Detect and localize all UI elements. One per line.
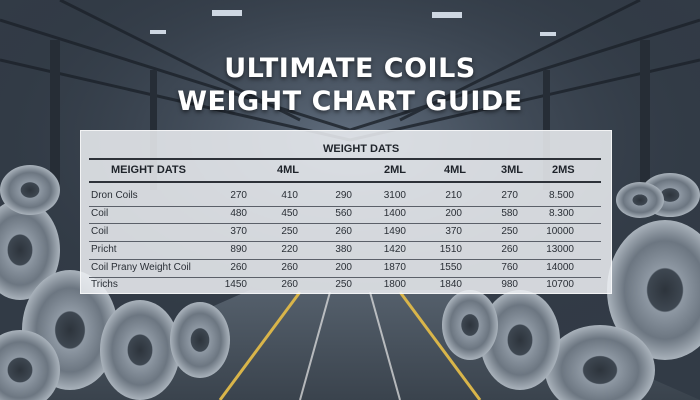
table-cell: 270 <box>501 190 518 201</box>
row-divider <box>89 206 601 207</box>
row-header: MEIGHT DATS <box>111 164 186 176</box>
table-cell: 890 <box>230 244 247 255</box>
table-cell: 3100 <box>383 190 406 201</box>
weight-table: WEIGHT DATS MEIGHT DATS 4ML 2ML 4ML 3ML … <box>80 130 612 294</box>
table-cell: 1400 <box>383 208 406 219</box>
table-cell: 210 <box>445 190 462 201</box>
table-cell: 260 <box>230 262 247 273</box>
column-header: 2ML <box>384 164 406 176</box>
table-cell: 480 <box>230 208 247 219</box>
table-cell: 260 <box>501 244 518 255</box>
table-cell: 1420 <box>383 244 406 255</box>
row-divider <box>89 277 601 278</box>
table-cell: 8.500 <box>548 190 574 201</box>
table-cell: 980 <box>501 279 518 290</box>
table-cell: 560 <box>335 208 352 219</box>
row-divider <box>89 259 601 260</box>
table-cell: 270 <box>230 190 247 201</box>
table-rule <box>89 181 601 183</box>
row-label: Trichs <box>91 279 118 290</box>
table-cell: 250 <box>335 279 352 290</box>
table-cell: 250 <box>501 226 518 237</box>
table-cell: 1550 <box>439 262 462 273</box>
table-caption: WEIGHT DATS <box>323 143 400 155</box>
table-cell: 10700 <box>546 279 574 290</box>
row-label: Dron Coils <box>91 190 138 201</box>
table-cell: 260 <box>281 279 298 290</box>
table-cell: 10000 <box>546 226 574 237</box>
table-cell: 13000 <box>546 244 574 255</box>
row-label: Coil Prany Weight Coil <box>91 262 191 273</box>
table-cell: 380 <box>335 244 352 255</box>
row-label: Coil <box>91 208 109 219</box>
row-label: Pricht <box>91 244 117 255</box>
table-cell: 370 <box>445 226 462 237</box>
table-cell: 1840 <box>439 279 462 290</box>
column-header: 4ML <box>444 164 466 176</box>
table-cell: 200 <box>445 208 462 219</box>
table-cell: 450 <box>281 208 298 219</box>
table-cell: 410 <box>281 190 298 201</box>
table-cell: 1800 <box>383 279 406 290</box>
table-cell: 1490 <box>383 226 406 237</box>
row-label: Coil <box>91 226 109 237</box>
column-header: 3ML <box>501 164 523 176</box>
table-cell: 1870 <box>383 262 406 273</box>
table-cell: 260 <box>281 262 298 273</box>
title-line-1: ULTIMATE COILS <box>224 53 476 84</box>
table-cell: 14000 <box>546 262 574 273</box>
table-cell: 1510 <box>439 244 462 255</box>
table-cell: 760 <box>501 262 518 273</box>
table-cell: 260 <box>335 226 352 237</box>
row-divider <box>89 223 601 224</box>
table-cell: 370 <box>230 226 247 237</box>
table-rule <box>89 158 601 160</box>
table-cell: 250 <box>281 226 298 237</box>
table-cell: 290 <box>335 190 352 201</box>
row-divider <box>89 241 601 242</box>
table-cell: 200 <box>335 262 352 273</box>
table-cell: 580 <box>501 208 518 219</box>
title-line-2: WEIGHT CHART GUIDE <box>177 86 523 117</box>
table-cell: 1450 <box>224 279 247 290</box>
column-header: 4ML <box>277 164 299 176</box>
column-header: 2MS <box>552 164 575 176</box>
table-cell: 220 <box>281 244 298 255</box>
table-cell: 8.300 <box>548 208 574 219</box>
